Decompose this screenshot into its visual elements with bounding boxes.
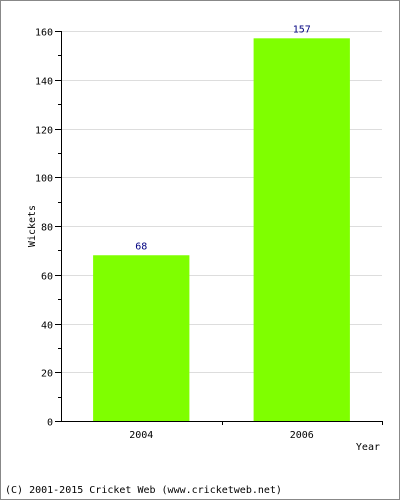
x-axis-title: Year [356, 442, 380, 453]
ticks [55, 31, 383, 425]
y-tick-label: 0 [47, 418, 53, 429]
y-tick-label: 40 [41, 321, 53, 332]
bar-2006 [253, 38, 350, 421]
y-axis-title: Wickets [27, 205, 38, 247]
bar-2004 [93, 255, 190, 421]
y-tick-label: 80 [41, 223, 53, 234]
bar-chart: 0 20 40 60 80 100 120 140 160 68 2004 157 2006 Wicke… [27, 24, 383, 453]
axes [61, 31, 382, 422]
y-tick-label: 140 [35, 77, 53, 88]
value-label-2006: 157 [293, 24, 311, 35]
x-tick-label-2006: 2006 [290, 430, 314, 441]
y-tick-label: 20 [41, 369, 53, 380]
y-tick-label: 100 [35, 174, 53, 185]
bars [93, 38, 350, 421]
x-tick-label-2004: 2004 [129, 430, 153, 441]
y-tick-label: 60 [41, 272, 53, 283]
copyright-footer: (C) 2001-2015 Cricket Web (www.cricketwe… [5, 485, 282, 496]
y-tick-label: 160 [35, 28, 53, 39]
y-tick-label: 120 [35, 126, 53, 137]
value-label-2004: 68 [135, 241, 147, 252]
labels: 0 20 40 60 80 100 120 140 160 68 2004 157 2006 [35, 24, 314, 441]
